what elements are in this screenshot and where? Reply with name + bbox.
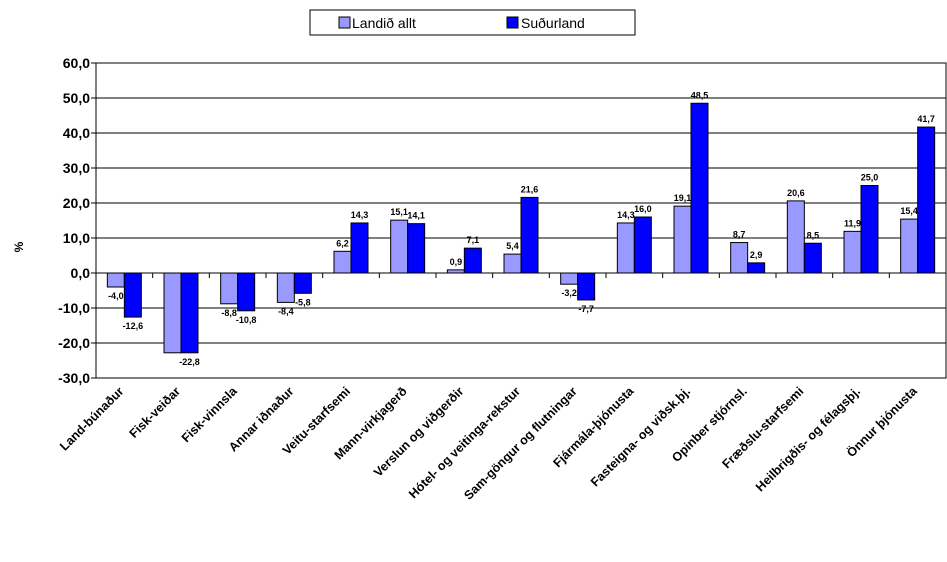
- data-labels: -4,0 -12,6 -22,8 -8,8-10,8 -8,4-5,8 6,2 14,3 15…: [108, 90, 935, 367]
- bar-landi-allt-fjarmala-jonusta: [616, 222, 635, 274]
- data-label-landi-allt-fisk-vinnsla: -8,8: [221, 308, 237, 318]
- data-label-su-urland-fr-slu-starfsemi: 8,5: [807, 230, 820, 240]
- data-label-su-urland-land-buna-ur: -12,6: [123, 321, 144, 331]
- y-tick-label: -10,0: [58, 300, 90, 316]
- bar-landi-allt-annar-i-na-ur: [276, 272, 295, 303]
- y-tick-label: 40,0: [63, 125, 90, 141]
- x-category-labels: Land-búnaður Fisk-veiðarFisk-vinnslaAnnar…: [57, 383, 920, 503]
- data-label-su-urland-verslun-og-vi-ger-ir: 7,1: [467, 235, 480, 245]
- x-category-label-heilbrig-is-og-felags-j: Heilbrigðis- og félagsþj.: [753, 384, 863, 494]
- y-tick-label: 30,0: [63, 160, 90, 176]
- data-label-su-urland-fisk-vinnsla: -10,8: [236, 315, 257, 325]
- bar-landi-allt-veitu-starfsemi: [333, 250, 352, 274]
- bar-landi-allt-fisk-vinnsla: [220, 272, 239, 305]
- bar-su-urland-verslun-og-vi-ger-ir: [463, 247, 482, 274]
- x-category-label-land-buna-ur: Land-búnaður: [57, 384, 126, 453]
- y-tick-label: -20,0: [58, 335, 90, 351]
- data-label-su-urland-fisk-vei-ar: -22,8: [179, 357, 200, 367]
- axes: [95, 62, 947, 379]
- data-label-su-urland-mann-virkjager: 14,1: [407, 211, 425, 221]
- bar-su-urland-opinber-stjornsl: [747, 262, 766, 274]
- data-label-su-urland-hotel-og-veitinga-rekstur: 21,6: [521, 184, 539, 194]
- data-label-su-urland-fasteigna-og-vi-sk-j: 48,5: [691, 90, 709, 100]
- data-label-landi-allt-mann-virkjager: 15,1: [390, 207, 408, 217]
- data-label-landi-allt-opinber-stjornsl: 8,7: [733, 230, 746, 240]
- y-tick-labels: -30,0 -20,0 -10,0 0,0 10,0 20,0 30,0 40,0 50,0 60…: [58, 55, 96, 386]
- y-axis-label: %: [12, 241, 26, 252]
- data-label-landi-allt-hotel-og-veitinga-rekstur: 5,4: [506, 241, 519, 251]
- legend: Landið allt Suðurland: [309, 9, 636, 36]
- x-category-label-fasteigna-og-vi-sk-j: Fasteigna- og viðsk.þj.: [588, 384, 693, 489]
- bar-landi-allt-fasteigna-og-vi-sk-j: [673, 205, 692, 274]
- legend-label-sudurland: Suðurland: [521, 15, 585, 31]
- data-label-landi-allt-fasteigna-og-vi-sk-j: 19,1: [674, 193, 692, 203]
- y-tick-label: 60,0: [63, 55, 90, 71]
- data-label-landi-allt-verslun-og-vi-ger-ir: 0,9: [450, 257, 463, 267]
- bar-landi-allt-sam-gongur-og-flutningar: [560, 272, 579, 285]
- bar-landi-allt-onnur-jonusta: [900, 218, 919, 274]
- x-category-label-sam-gongur-og-flutningar: Sam-göngur og flutningar: [461, 384, 580, 503]
- data-label-landi-allt-fjarmala-jonusta: 14,3: [617, 210, 635, 220]
- y-tick-label: 20,0: [63, 195, 90, 211]
- legend-swatch-sudurland: [506, 16, 519, 29]
- data-label-landi-allt-annar-i-na-ur: -8,4: [278, 306, 294, 316]
- bar-su-urland-sam-gongur-og-flutningar: [577, 272, 596, 301]
- bar-su-urland-mann-virkjager: [407, 223, 426, 274]
- plot-area-border: [95, 62, 947, 379]
- bar-su-urland-hotel-og-veitinga-rekstur: [520, 196, 539, 274]
- x-category-label-fisk-vei-ar: Fisk-veiðar: [127, 384, 184, 441]
- y-tick-label: -30,0: [58, 370, 90, 386]
- y-tick-label: 50,0: [63, 90, 90, 106]
- y-tick-label: 10,0: [63, 230, 90, 246]
- y-tick-label: 0,0: [71, 265, 91, 281]
- bar-su-urland-fr-slu-starfsemi: [803, 242, 822, 274]
- bar-su-urland-fisk-vinnsla: [237, 272, 256, 312]
- data-label-landi-allt-veitu-starfsemi: 6,2: [336, 238, 349, 248]
- bar-su-urland-annar-i-na-ur: [293, 272, 312, 294]
- bar-su-urland-fisk-vei-ar: [180, 272, 199, 354]
- x-category-label-hotel-og-veitinga-rekstur: Hótel- og veitinga-rekstur: [406, 384, 523, 501]
- bar-landi-allt-heilbrig-is-og-felags-j: [843, 230, 862, 274]
- bar-su-urland-fasteigna-og-vi-sk-j: [690, 102, 709, 274]
- data-label-landi-allt-land-buna-ur: -4,0: [108, 291, 124, 301]
- bar-landi-allt-mann-virkjager: [390, 219, 409, 274]
- bar-landi-allt-land-buna-ur: [106, 272, 125, 288]
- data-label-su-urland-onnur-jonusta: 41,7: [917, 114, 935, 124]
- legend-label-landid-allt: Landið allt: [352, 15, 416, 31]
- bar-landi-allt-opinber-stjornsl: [730, 242, 749, 274]
- data-label-landi-allt-fr-slu-starfsemi: 20,6: [787, 188, 805, 198]
- data-label-su-urland-fjarmala-jonusta: 16,0: [634, 204, 652, 214]
- data-label-landi-allt-heilbrig-is-og-felags-j: 11,9: [844, 218, 861, 228]
- bar-su-urland-veitu-starfsemi: [350, 222, 369, 274]
- bar-su-urland-fjarmala-jonusta: [633, 216, 652, 274]
- data-label-su-urland-annar-i-na-ur: -5,8: [295, 297, 311, 307]
- bars: [106, 102, 936, 354]
- data-label-landi-allt-onnur-jonusta: 15,4: [900, 206, 918, 216]
- data-label-su-urland-heilbrig-is-og-felags-j: 25,0: [861, 173, 879, 183]
- legend-frame: [309, 9, 636, 36]
- bar-landi-allt-fr-slu-starfsemi: [786, 200, 805, 274]
- data-label-su-urland-opinber-stjornsl: 2,9: [750, 250, 763, 260]
- data-label-landi-allt-sam-gongur-og-flutningar: -3,2: [561, 288, 577, 298]
- bar-su-urland-land-buna-ur: [123, 272, 142, 318]
- data-label-su-urland-sam-gongur-og-flutningar: -7,7: [578, 304, 594, 314]
- data-label-su-urland-veitu-starfsemi: 14,3: [351, 210, 369, 220]
- x-category-label-fisk-vinnsla: Fisk-vinnsla: [179, 383, 241, 445]
- bar-landi-allt-hotel-og-veitinga-rekstur: [503, 253, 522, 274]
- bar-su-urland-heilbrig-is-og-felags-j: [860, 185, 879, 274]
- bar-su-urland-onnur-jonusta: [917, 126, 936, 274]
- bar-landi-allt-fisk-vei-ar: [163, 272, 182, 354]
- legend-swatch-landid-allt: [338, 16, 351, 29]
